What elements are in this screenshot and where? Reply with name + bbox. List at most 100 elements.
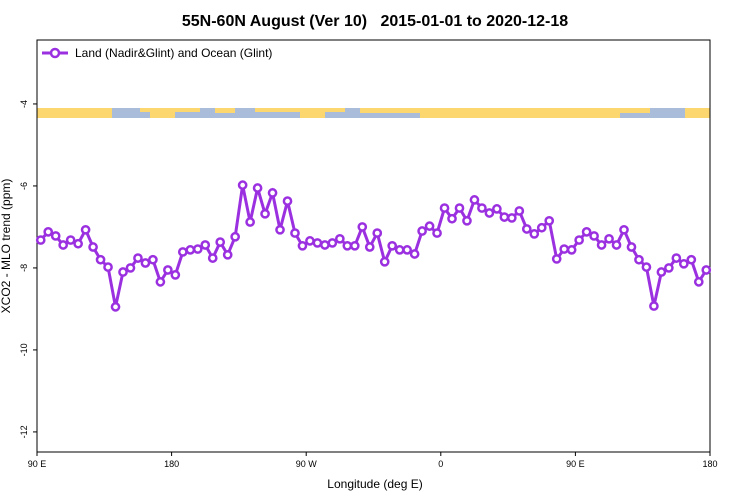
data-point	[551, 254, 562, 264]
land-mask-strip	[37, 108, 710, 118]
data-point	[514, 206, 525, 216]
x-tick-label: 90 E	[566, 459, 585, 469]
data-point	[619, 224, 629, 235]
data-point	[492, 204, 502, 214]
data-point	[611, 240, 622, 250]
data-point	[155, 277, 166, 287]
data-point	[664, 263, 674, 273]
data-point	[469, 195, 480, 205]
data-point	[185, 245, 196, 255]
data-point	[559, 244, 570, 254]
data-point	[297, 240, 308, 251]
data-point	[379, 256, 390, 267]
data-point	[245, 217, 255, 227]
data-point	[596, 240, 607, 250]
data-point	[170, 270, 181, 280]
data-point	[133, 253, 143, 263]
data-point	[73, 238, 83, 249]
data-point	[88, 242, 98, 252]
data-point	[589, 231, 599, 241]
data-point	[686, 254, 697, 265]
data-point	[581, 227, 592, 237]
data-point	[110, 302, 121, 312]
data-point	[641, 262, 652, 272]
x-axis-label: Longitude (deg E)	[327, 477, 422, 491]
chart-title: 55N-60N August (Ver 10) 2015-01-01 to 20…	[182, 13, 568, 30]
x-tick-label: 90 W	[296, 459, 318, 469]
data-point	[454, 203, 465, 213]
data-point	[222, 249, 233, 260]
x-tick-label: 0	[438, 459, 443, 469]
data-point	[35, 235, 46, 245]
data-point	[364, 242, 375, 252]
y-tick-label: -10	[19, 343, 29, 356]
data-point	[693, 277, 704, 287]
data-point	[237, 180, 248, 190]
data-point	[43, 227, 54, 237]
data-point	[439, 203, 450, 213]
data-point	[484, 208, 495, 218]
y-tick-label: -4	[19, 100, 29, 108]
data-point	[357, 222, 368, 232]
y-tick-label: -8	[19, 264, 29, 272]
data-point	[387, 240, 398, 251]
x-tick-label: 180	[164, 459, 179, 469]
data-point	[282, 196, 293, 206]
plot-frame	[36, 39, 711, 453]
data-point	[58, 240, 69, 250]
data-point	[499, 212, 510, 222]
data-point	[349, 240, 360, 251]
y-axis-label: XCO2 - MLO trend (ppm)	[0, 179, 13, 314]
data-point	[192, 244, 203, 254]
data-point	[566, 245, 577, 255]
data-point	[604, 233, 614, 244]
data-point	[320, 240, 330, 250]
data-point	[701, 265, 712, 275]
data-point	[424, 221, 435, 231]
data-point	[267, 188, 278, 198]
data-point	[409, 249, 420, 259]
data-point	[671, 253, 682, 263]
data-point	[394, 245, 405, 255]
data-point	[65, 235, 76, 245]
data-point	[335, 233, 345, 244]
data-point	[95, 254, 106, 265]
data-point	[432, 228, 442, 238]
data-point	[521, 224, 532, 234]
data-point	[656, 267, 667, 277]
data-point	[305, 236, 315, 246]
data-point	[125, 263, 136, 273]
data-point	[252, 183, 263, 193]
legend-marker	[49, 47, 61, 59]
data-point	[230, 231, 241, 242]
y-tick-label: -12	[19, 425, 29, 438]
data-point	[544, 215, 555, 226]
data-point	[506, 213, 517, 223]
x-tick-label: 180	[702, 459, 717, 469]
data-point	[447, 213, 457, 224]
data-point	[207, 253, 218, 263]
data-point	[678, 258, 689, 269]
data-point	[372, 228, 383, 238]
data-point	[260, 208, 270, 219]
data-point	[148, 254, 158, 265]
data-point	[275, 224, 285, 235]
data-point	[215, 237, 226, 247]
data-point	[312, 238, 323, 248]
data-point	[402, 245, 412, 255]
data-point	[50, 231, 61, 241]
data-point	[626, 242, 637, 252]
y-tick-label: -6	[19, 182, 29, 190]
data-point	[342, 240, 353, 251]
data-point	[649, 301, 659, 311]
data-point	[80, 224, 91, 235]
x-tick-label: 90 E	[28, 459, 47, 469]
data-point	[103, 262, 113, 272]
data-point	[574, 235, 584, 245]
data-point	[140, 258, 151, 268]
data-point	[290, 228, 300, 238]
data-point	[529, 229, 540, 239]
data-point	[327, 238, 338, 248]
data-point	[462, 215, 472, 226]
